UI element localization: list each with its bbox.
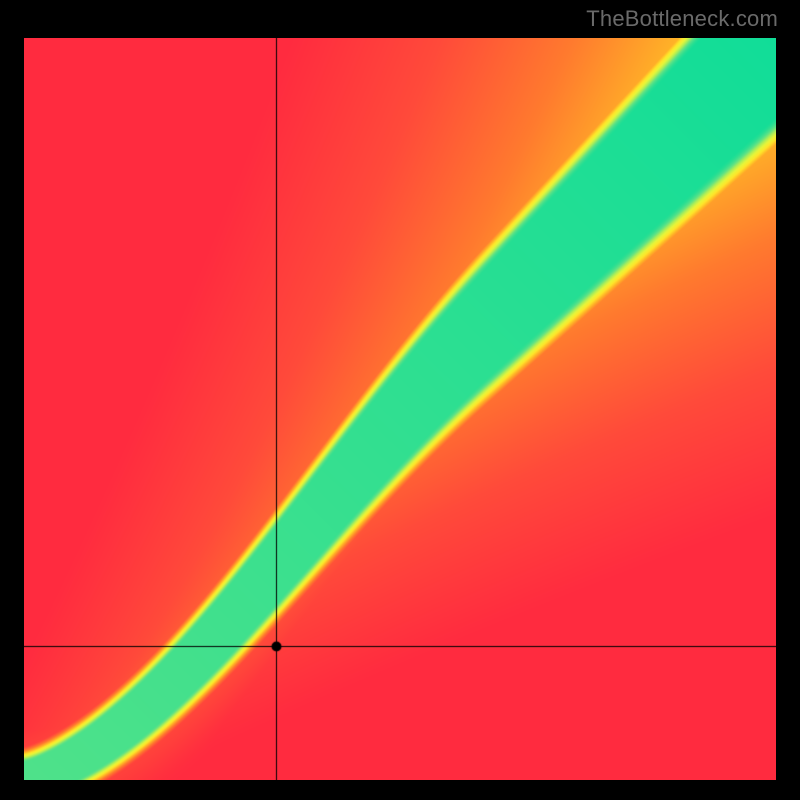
chart-container: TheBottleneck.com (0, 0, 800, 800)
watermark-text: TheBottleneck.com (586, 6, 778, 32)
heatmap-canvas (24, 38, 776, 780)
